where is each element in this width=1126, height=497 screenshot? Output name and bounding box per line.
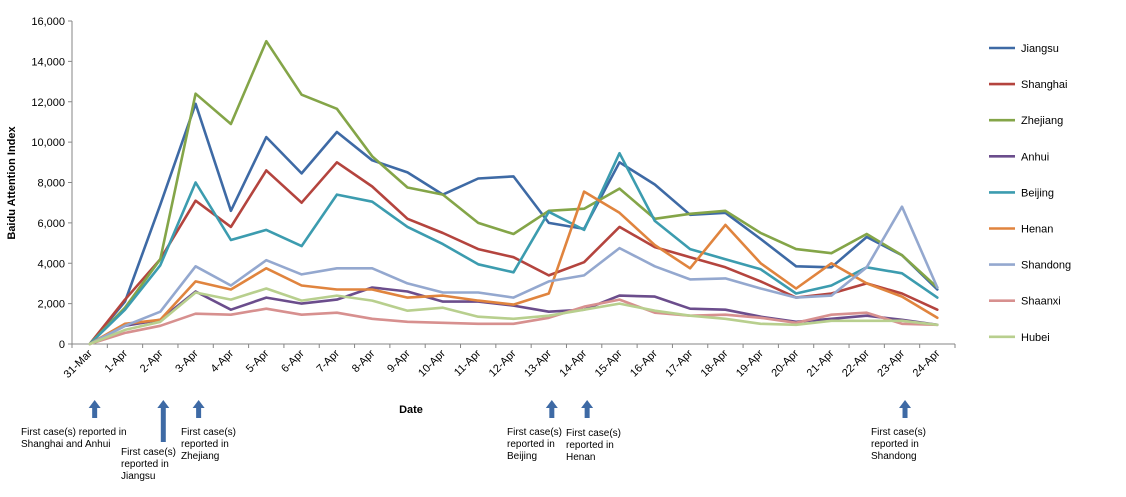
annotation-text: First case(s) reported in Shandong xyxy=(871,427,926,462)
series-line-shaanxi xyxy=(88,298,939,346)
x-axis-title: Date xyxy=(399,404,423,416)
annotation-arrows xyxy=(88,400,912,442)
x-tick-label: 22-Apr xyxy=(840,347,872,379)
x-tick-label: 10-Apr xyxy=(416,347,448,379)
annotation-arrow-shaft xyxy=(549,408,555,418)
x-axis-ticks: 31-Mar 1-Apr 2-Apr 3-Apr 4-Apr 5-Apr 6-Apr 7-Ap… xyxy=(62,344,956,381)
legend-label-beijing: Beijing xyxy=(1021,187,1054,199)
x-tick-label: 4-Apr xyxy=(209,347,237,375)
y-tick-label: 6,000 xyxy=(37,218,65,230)
annotation-arrow-shaft xyxy=(196,408,202,418)
x-tick-label: 1-Apr xyxy=(103,347,131,375)
legend-label-henan: Henan xyxy=(1021,224,1053,236)
x-tick-label: 15-Apr xyxy=(593,347,625,379)
x-tick-label: 7-Apr xyxy=(315,347,343,375)
series-line-zhejiang xyxy=(88,39,939,346)
series-lines xyxy=(88,39,939,346)
y-tick-label: 2,000 xyxy=(37,299,65,311)
annotation-arrow-shaft xyxy=(160,408,166,442)
legend-label-jiangsu: Jiangsu xyxy=(1021,43,1059,55)
x-tick-label: 19-Apr xyxy=(734,347,766,379)
annotation-arrow-shaft xyxy=(92,408,98,418)
x-tick-label: 17-Apr xyxy=(663,347,695,379)
x-tick-label: 24-Apr xyxy=(911,347,943,379)
x-tick-label: 21-Apr xyxy=(805,347,837,379)
series-line-henan xyxy=(88,190,939,346)
y-tick-label: 0 xyxy=(59,339,65,351)
x-tick-label: 23-Apr xyxy=(875,347,907,379)
x-tick-label: 9-Apr xyxy=(385,347,413,375)
series-line-hubei xyxy=(88,287,939,346)
y-tick-label: 16,000 xyxy=(31,16,65,28)
y-tick-label: 14,000 xyxy=(31,56,65,68)
y-axis-ticks: 0 2,000 4,000 6,000 8,000 10,000 12,000 14,000 1… xyxy=(31,16,72,351)
y-tick-label: 4,000 xyxy=(37,258,65,270)
annotation-text: First case(s) reported in Beijing xyxy=(507,427,562,462)
x-tick-label: 14-Apr xyxy=(557,347,589,379)
annotation-arrow-head xyxy=(157,400,170,408)
annotation-arrow-head xyxy=(545,400,558,408)
annotation-text: First case(s) reported in Zhejiang xyxy=(181,427,236,462)
annotation-arrow-shaft xyxy=(584,408,590,418)
annotation-arrow-head xyxy=(581,400,594,408)
x-tick-label: 2-Apr xyxy=(138,347,166,375)
legend-label-shanghai: Shanghai xyxy=(1021,79,1068,91)
series-line-shanghai xyxy=(88,161,939,346)
annotation-arrow-head xyxy=(899,400,912,408)
x-tick-label: 31-Mar xyxy=(62,347,95,380)
annotation-text: First case(s) reported in Henan xyxy=(566,428,621,463)
annotation-arrow-head xyxy=(88,400,101,408)
x-tick-label: 11-Apr xyxy=(452,347,483,378)
annotation-text: First case(s) reported in Shanghai and A… xyxy=(21,427,127,450)
x-tick-label: 8-Apr xyxy=(350,347,378,375)
x-tick-label: 16-Apr xyxy=(628,347,660,379)
annotation-arrow-shaft xyxy=(902,408,908,418)
y-tick-label: 12,000 xyxy=(31,97,65,109)
x-tick-label: 13-Apr xyxy=(522,347,554,379)
x-tick-label: 6-Apr xyxy=(279,347,307,375)
x-tick-label: 5-Apr xyxy=(244,347,272,375)
legend-label-shaanxi: Shaanxi xyxy=(1021,296,1061,308)
series-line-beijing xyxy=(88,151,939,346)
legend-label-hubei: Hubei xyxy=(1021,332,1050,344)
y-tick-label: 8,000 xyxy=(37,178,65,190)
legend-label-anhui: Anhui xyxy=(1021,151,1049,163)
series-line-jiangsu xyxy=(88,102,939,346)
annotation-text: First case(s) reported in Jiangsu xyxy=(121,447,176,482)
axes xyxy=(71,21,955,345)
x-tick-label: 3-Apr xyxy=(173,347,201,375)
y-axis-title: Baidu Attention Index xyxy=(6,125,18,239)
series-line-shandong xyxy=(88,205,939,346)
annotation-arrow-head xyxy=(192,400,205,408)
legend: Jiangsu Shanghai Zhejiang Anhui Beijing Henan… xyxy=(989,43,1071,344)
legend-label-shandong: Shandong xyxy=(1021,260,1071,272)
x-tick-label: 12-Apr xyxy=(487,347,519,379)
legend-label-zhejiang: Zhejiang xyxy=(1021,115,1063,127)
x-tick-label: 18-Apr xyxy=(699,347,731,379)
y-tick-label: 10,000 xyxy=(31,137,65,149)
x-tick-label: 20-Apr xyxy=(769,347,801,379)
